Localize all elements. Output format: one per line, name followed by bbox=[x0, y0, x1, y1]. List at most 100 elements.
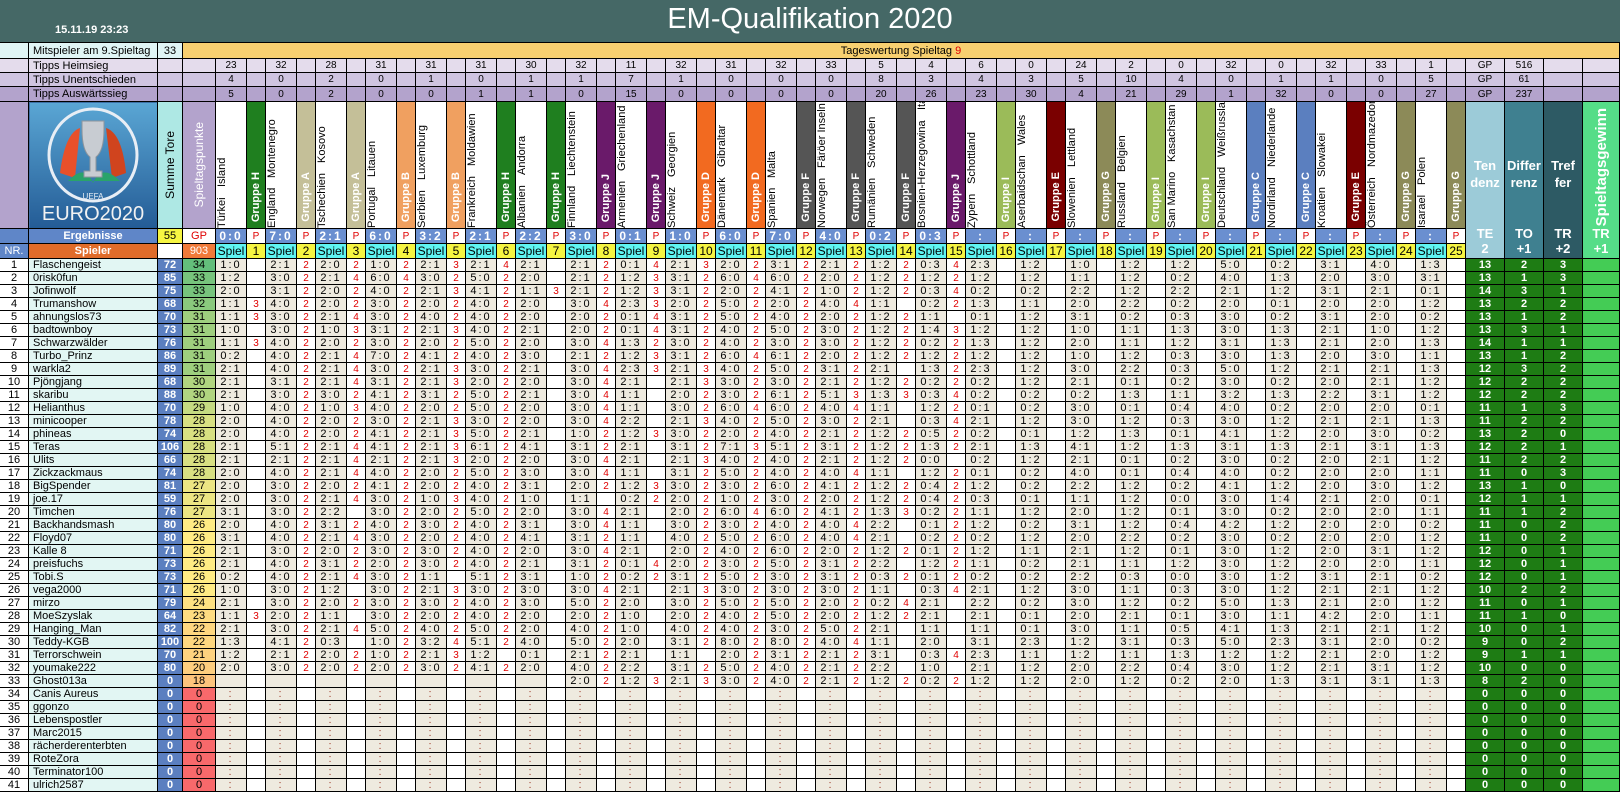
tip-cell: 4:0 bbox=[816, 298, 847, 311]
blank bbox=[597, 87, 616, 102]
tip-cell: 1:2 bbox=[866, 675, 897, 688]
tip-cell: 4:0 bbox=[816, 467, 847, 480]
tip-cell: 2:1 bbox=[316, 311, 347, 324]
tip-points: 2 bbox=[747, 610, 766, 623]
tip-points bbox=[1147, 636, 1166, 649]
tip-points: 2 bbox=[847, 493, 866, 506]
tip-cell: 3:0 bbox=[366, 363, 397, 376]
group-label: Gruppe A bbox=[347, 102, 366, 229]
tip-cell: 2:1 bbox=[316, 493, 347, 506]
differenz-count: 0 bbox=[1505, 467, 1544, 480]
tip-points bbox=[547, 402, 566, 415]
tip-points: 2 bbox=[947, 350, 966, 363]
blank bbox=[547, 87, 566, 102]
tip-cell: 4:0 bbox=[816, 402, 847, 415]
player-name: Teras bbox=[29, 441, 158, 454]
tip-points bbox=[1297, 610, 1316, 623]
summe-tore: 80 bbox=[158, 532, 183, 545]
tip-cell: 0:2 bbox=[916, 675, 947, 688]
tip-points: 2 bbox=[847, 584, 866, 597]
tip-cell: 0:1 bbox=[616, 259, 647, 272]
tip-cell: 1:0 bbox=[416, 493, 447, 506]
tip-points bbox=[647, 610, 666, 623]
tip-points: 2 bbox=[497, 558, 516, 571]
tip-cell: 2:1 bbox=[316, 441, 347, 454]
tip-cell: : bbox=[866, 753, 897, 766]
tip-points bbox=[347, 636, 366, 649]
tip-cell: 3:1 bbox=[1216, 441, 1247, 454]
tip-points bbox=[1147, 545, 1166, 558]
tendenz-count: 13 bbox=[1466, 350, 1505, 363]
spieltagspunkte: 24 bbox=[183, 597, 216, 610]
tip-cell: 3:1 bbox=[666, 350, 697, 363]
spiel-label: Spiel bbox=[1266, 244, 1297, 259]
tip-points bbox=[1347, 285, 1366, 298]
tip-points bbox=[647, 649, 666, 662]
match-number: 18 bbox=[1097, 244, 1116, 259]
tip-points bbox=[997, 727, 1016, 740]
tip-points: 2 bbox=[847, 480, 866, 493]
stat-aus-value: 5 bbox=[216, 87, 247, 102]
tip-cell: 2:0 bbox=[516, 272, 547, 285]
tip-points: 4 bbox=[347, 532, 366, 545]
tip-cell: 3:0 bbox=[266, 506, 297, 519]
tip-points bbox=[1097, 259, 1116, 272]
differenz-count: 1 bbox=[1505, 649, 1544, 662]
tip-points bbox=[347, 701, 366, 714]
tip-points: 2 bbox=[397, 337, 416, 350]
treffer-count: 0 bbox=[1544, 753, 1583, 766]
tip-cell: 3:0 bbox=[316, 389, 347, 402]
tip-cell: : bbox=[716, 701, 747, 714]
tip-points bbox=[547, 480, 566, 493]
row-marker bbox=[0, 87, 29, 102]
tip-points bbox=[947, 662, 966, 675]
tip-cell: 1:2 bbox=[1416, 298, 1447, 311]
tip-cell: 4:0 bbox=[466, 558, 497, 571]
tip-cell: 4:0 bbox=[266, 350, 297, 363]
tip-cell: 0:1 bbox=[1416, 402, 1447, 415]
tip-cell: 4:1 bbox=[816, 480, 847, 493]
tip-cell: 2:0 bbox=[816, 311, 847, 324]
tip-points bbox=[497, 649, 516, 662]
tip-cell: 3:1 bbox=[516, 480, 547, 493]
tip-points bbox=[1347, 493, 1366, 506]
player-name: MoeSzyslak bbox=[29, 610, 158, 623]
summe-tore: 78 bbox=[158, 415, 183, 428]
tip-points bbox=[997, 584, 1016, 597]
tip-points bbox=[1297, 311, 1316, 324]
tip-cell: 2:1 bbox=[1066, 545, 1097, 558]
blank bbox=[1397, 73, 1416, 87]
tip-cell: : bbox=[1416, 688, 1447, 701]
tip-cell: : bbox=[366, 766, 397, 779]
match-number: 6 bbox=[497, 244, 516, 259]
stat-unent-value: 0 bbox=[266, 73, 297, 87]
counter-points: +2 bbox=[1555, 241, 1571, 256]
tip-cell: 3:1 bbox=[816, 363, 847, 376]
match-result: : bbox=[1316, 229, 1347, 244]
tip-points: 2 bbox=[847, 337, 866, 350]
tip-cell: 2:2 bbox=[866, 558, 897, 571]
tip-points bbox=[997, 402, 1016, 415]
tip-points: 2 bbox=[497, 493, 516, 506]
tip-cell: 0:2 bbox=[916, 298, 947, 311]
tip-points bbox=[897, 688, 916, 701]
tip-cell: : bbox=[516, 766, 547, 779]
tip-points bbox=[647, 519, 666, 532]
tip-points: 2 bbox=[797, 363, 816, 376]
tip-points: 2 bbox=[797, 350, 816, 363]
summe-tore: 0 bbox=[158, 701, 183, 714]
tip-points bbox=[547, 779, 566, 792]
tip-points bbox=[1047, 688, 1066, 701]
tip-points bbox=[897, 415, 916, 428]
tip-cell: 4:0 bbox=[416, 311, 447, 324]
points-label: P bbox=[1097, 229, 1116, 244]
tip-points: 2 bbox=[497, 376, 516, 389]
summe-tore: 68 bbox=[158, 376, 183, 389]
tip-cell: 2:0 bbox=[916, 636, 947, 649]
tip-points bbox=[397, 779, 416, 792]
stat-unent-value: 1 bbox=[516, 73, 547, 87]
tip-cell: : bbox=[566, 701, 597, 714]
tip-cell: 2:0 bbox=[316, 662, 347, 675]
tip-cell: 2:0 bbox=[416, 610, 447, 623]
tip-cell: 3:0 bbox=[1216, 532, 1247, 545]
